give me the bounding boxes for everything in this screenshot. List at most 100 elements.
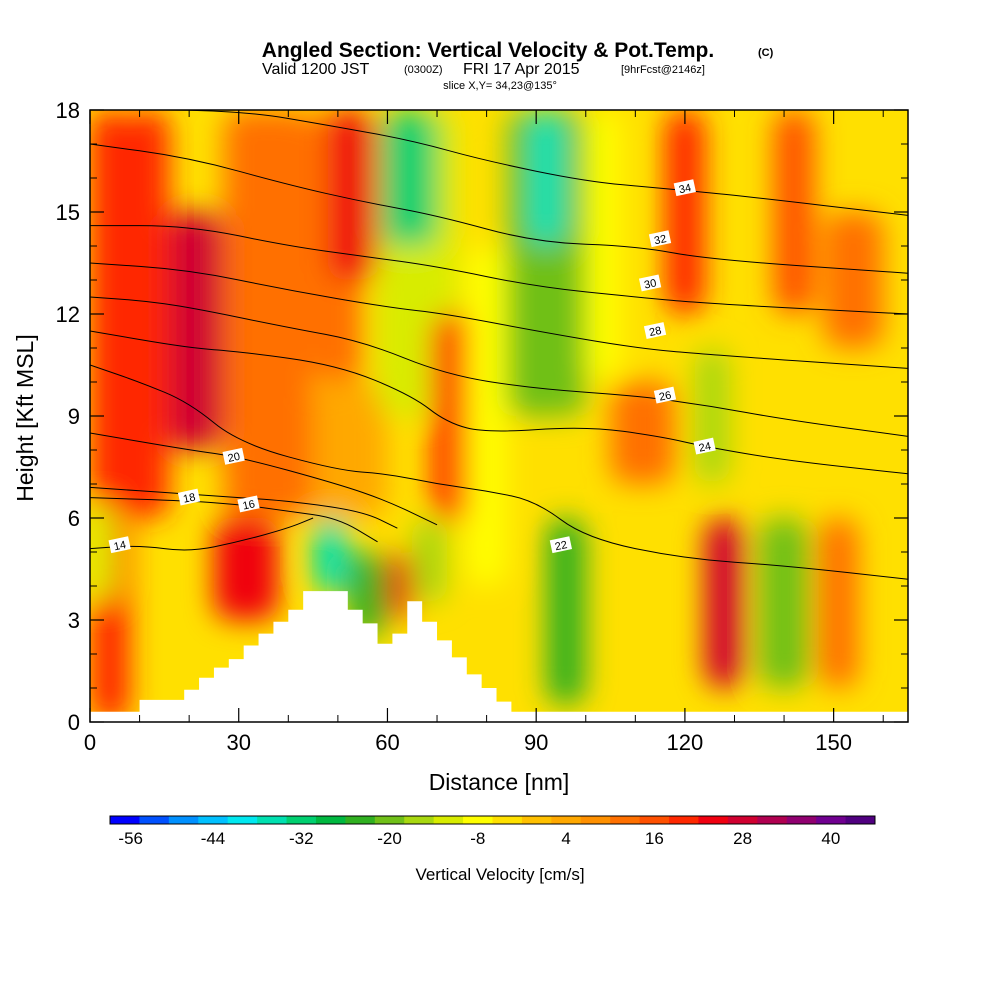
velocity-cell [223, 110, 314, 518]
y-axis-title: Height [Kft MSL] [12, 334, 38, 501]
contour-label-text: 16 [242, 498, 256, 512]
contour-label-text: 26 [658, 389, 672, 403]
contour-label-text: 30 [643, 277, 657, 291]
velocity-cell [818, 518, 859, 688]
contour-label-background [222, 447, 245, 465]
velocity-cell [169, 212, 224, 450]
chart-title-mark: (C) [758, 47, 774, 59]
contour-label-text: 20 [227, 451, 241, 465]
velocity-cell [313, 518, 348, 593]
colorbar-tick-label: 40 [821, 829, 840, 848]
colorbar-swatch [816, 816, 847, 824]
colorbar-tick-label: 28 [733, 829, 752, 848]
velocity-cell [704, 518, 745, 688]
theta-contour-18 [90, 486, 398, 529]
velocity-cell [466, 246, 507, 586]
velocity-cell [382, 110, 438, 246]
colorbar-swatch [227, 816, 258, 824]
colorbar-swatch [345, 816, 376, 824]
contour-label-30: 30 [638, 274, 662, 292]
colorbar-tick-label: -44 [201, 829, 226, 848]
contour-label-text: 32 [653, 233, 667, 247]
velocity-cell [313, 382, 388, 518]
colorbar-swatch [727, 816, 758, 824]
colorbar-swatch [698, 816, 729, 824]
theta-contour-20 [90, 432, 438, 526]
colorbar-swatch [669, 816, 699, 824]
x-tick-label: 60 [375, 730, 399, 755]
contour-label-34: 34 [673, 179, 696, 197]
colorbar-swatch [786, 816, 817, 824]
colorbar-swatch [139, 816, 170, 824]
velocity-cell [610, 382, 675, 484]
x-axis-title: Distance [nm] [429, 769, 570, 795]
colorbar: -56 -44 -32 -20 -8 4 16 28 40 [109, 815, 876, 848]
colorbar-swatch [639, 816, 670, 824]
contour-label-background [108, 536, 131, 554]
contour-label-background [549, 536, 572, 554]
theta-contour-22 [90, 364, 908, 580]
contour-label-text: 22 [554, 539, 568, 553]
contour-label-text: 24 [698, 440, 712, 454]
x-tick-label: 30 [226, 730, 250, 755]
contour-label-background [638, 274, 662, 292]
velocity-cell [694, 348, 730, 484]
x-axis: 0 30 60 90 120 150 [84, 110, 884, 755]
velocity-cell [432, 314, 477, 518]
colorbar-swatch [521, 816, 552, 824]
contour-label-16: 16 [237, 495, 260, 513]
colorbar-swatch [610, 816, 641, 824]
velocity-cell [387, 552, 413, 620]
colorbar-swatch [757, 816, 788, 824]
colorbar-swatch [374, 816, 405, 824]
velocity-cell [665, 110, 705, 314]
x-tick-label: 90 [524, 730, 548, 755]
chart-subtitle: Valid 1200 JST (0300Z) FRI 17 Apr 2015 [… [262, 61, 705, 78]
contour-label-text: 28 [648, 325, 662, 339]
colorbar-tick-label: -32 [289, 829, 314, 848]
colorbar-swatch [433, 816, 464, 824]
velocity-cell [774, 110, 814, 314]
y-tick-label: 0 [68, 710, 80, 735]
contour-label-background [673, 179, 696, 197]
contour-label-14: 14 [108, 536, 131, 554]
colorbar-swatch [286, 816, 317, 824]
contour-label-22: 22 [549, 536, 572, 554]
velocity-cell [412, 518, 447, 603]
contour-labels: 14 16 18 20 22 24 26 28 30 32 34 [108, 179, 716, 554]
colorbar-swatch [257, 816, 288, 824]
theta-contour-32 [90, 143, 908, 274]
chart-slice-info: slice X,Y= 34,23@135° [443, 80, 557, 92]
y-tick-label: 6 [68, 506, 80, 531]
y-tick-label: 12 [56, 302, 80, 327]
colorbar-swatch [551, 816, 582, 824]
velocity-cell [327, 110, 378, 280]
subtitle-date: FRI 17 Apr 2015 [463, 61, 580, 78]
x-tick-label: 120 [667, 730, 704, 755]
colorbar-frame [109, 815, 876, 825]
subtitle-fcst: [9hrFcst@2146z] [621, 64, 705, 76]
contour-label-28: 28 [643, 322, 667, 339]
colorbar-tick-label: 16 [645, 829, 664, 848]
colorbar-title: Vertical Velocity [cm/s] [415, 865, 584, 884]
colorbar-swatch [110, 816, 140, 824]
contour-label-26: 26 [653, 386, 677, 404]
colorbar-swatch [492, 816, 523, 824]
contour-label-background [648, 230, 672, 248]
colorbar-swatch [198, 816, 229, 824]
velocity-cell [90, 501, 115, 603]
colorbar-swatch [315, 816, 346, 824]
colorbar-tick-label: -8 [470, 829, 485, 848]
colorbar-tick-label: 4 [561, 829, 570, 848]
subtitle-valid: Valid 1200 JST [262, 61, 370, 78]
contour-label-background [653, 386, 677, 404]
contour-label-background [177, 488, 201, 506]
colorbar-swatch [404, 816, 435, 824]
y-tick-label: 3 [68, 608, 80, 633]
chart-title: Angled Section: Vertical Velocity & Pot.… [262, 39, 714, 62]
contour-label-20: 20 [222, 447, 245, 465]
subtitle-utc: (0300Z) [404, 64, 443, 76]
terrain-mask [90, 591, 908, 722]
plot-area: 14 16 18 20 22 24 26 28 30 32 34 [90, 110, 908, 722]
